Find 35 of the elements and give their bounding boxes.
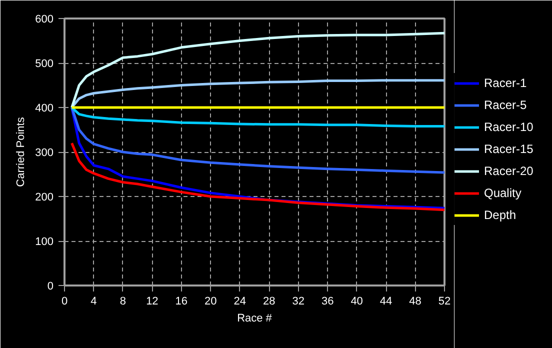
legend-label: Racer-20	[484, 164, 534, 178]
y-tick-label: 0	[47, 280, 54, 292]
line-series	[70, 142, 444, 212]
legend-label: Quality	[484, 186, 522, 200]
x-tick-label: 48	[409, 296, 422, 308]
x-tick-label: 8	[120, 296, 126, 308]
y-tick-label: 200	[35, 192, 54, 204]
line-series	[70, 106, 444, 128]
y-tick-label: 500	[35, 58, 54, 70]
x-tick-label: 40	[350, 296, 363, 308]
x-axis-title: Race #	[237, 312, 273, 324]
legend-label: Racer-5	[484, 98, 527, 112]
x-tick-label: 52	[438, 296, 451, 308]
y-tick-label: 400	[35, 102, 54, 114]
legend-label: Racer-10	[484, 120, 534, 134]
x-tick-label: 28	[263, 296, 276, 308]
line-series	[70, 106, 444, 174]
x-tick-label: 0	[61, 296, 68, 308]
line-series	[70, 79, 444, 109]
legend-label: Racer-1	[484, 76, 527, 90]
x-tick-label: 12	[146, 296, 158, 308]
legend-label: Racer-15	[484, 142, 534, 156]
x-tick-label: 44	[380, 296, 392, 308]
y-tick-label: 600	[35, 14, 54, 26]
legend-label: Depth	[484, 208, 516, 222]
x-tick-label: 32	[292, 296, 304, 308]
y-axis-title: Carried Points	[15, 116, 28, 187]
x-tick-label: 16	[175, 296, 188, 308]
x-tick-label: 24	[234, 296, 246, 308]
line-series	[70, 32, 444, 109]
x-tick-label: 36	[321, 296, 334, 308]
x-tick-label: 20	[204, 296, 217, 308]
y-tick-label: 100	[35, 236, 54, 248]
y-tick-label: 300	[35, 147, 54, 159]
x-tick-label: 4	[90, 296, 97, 308]
